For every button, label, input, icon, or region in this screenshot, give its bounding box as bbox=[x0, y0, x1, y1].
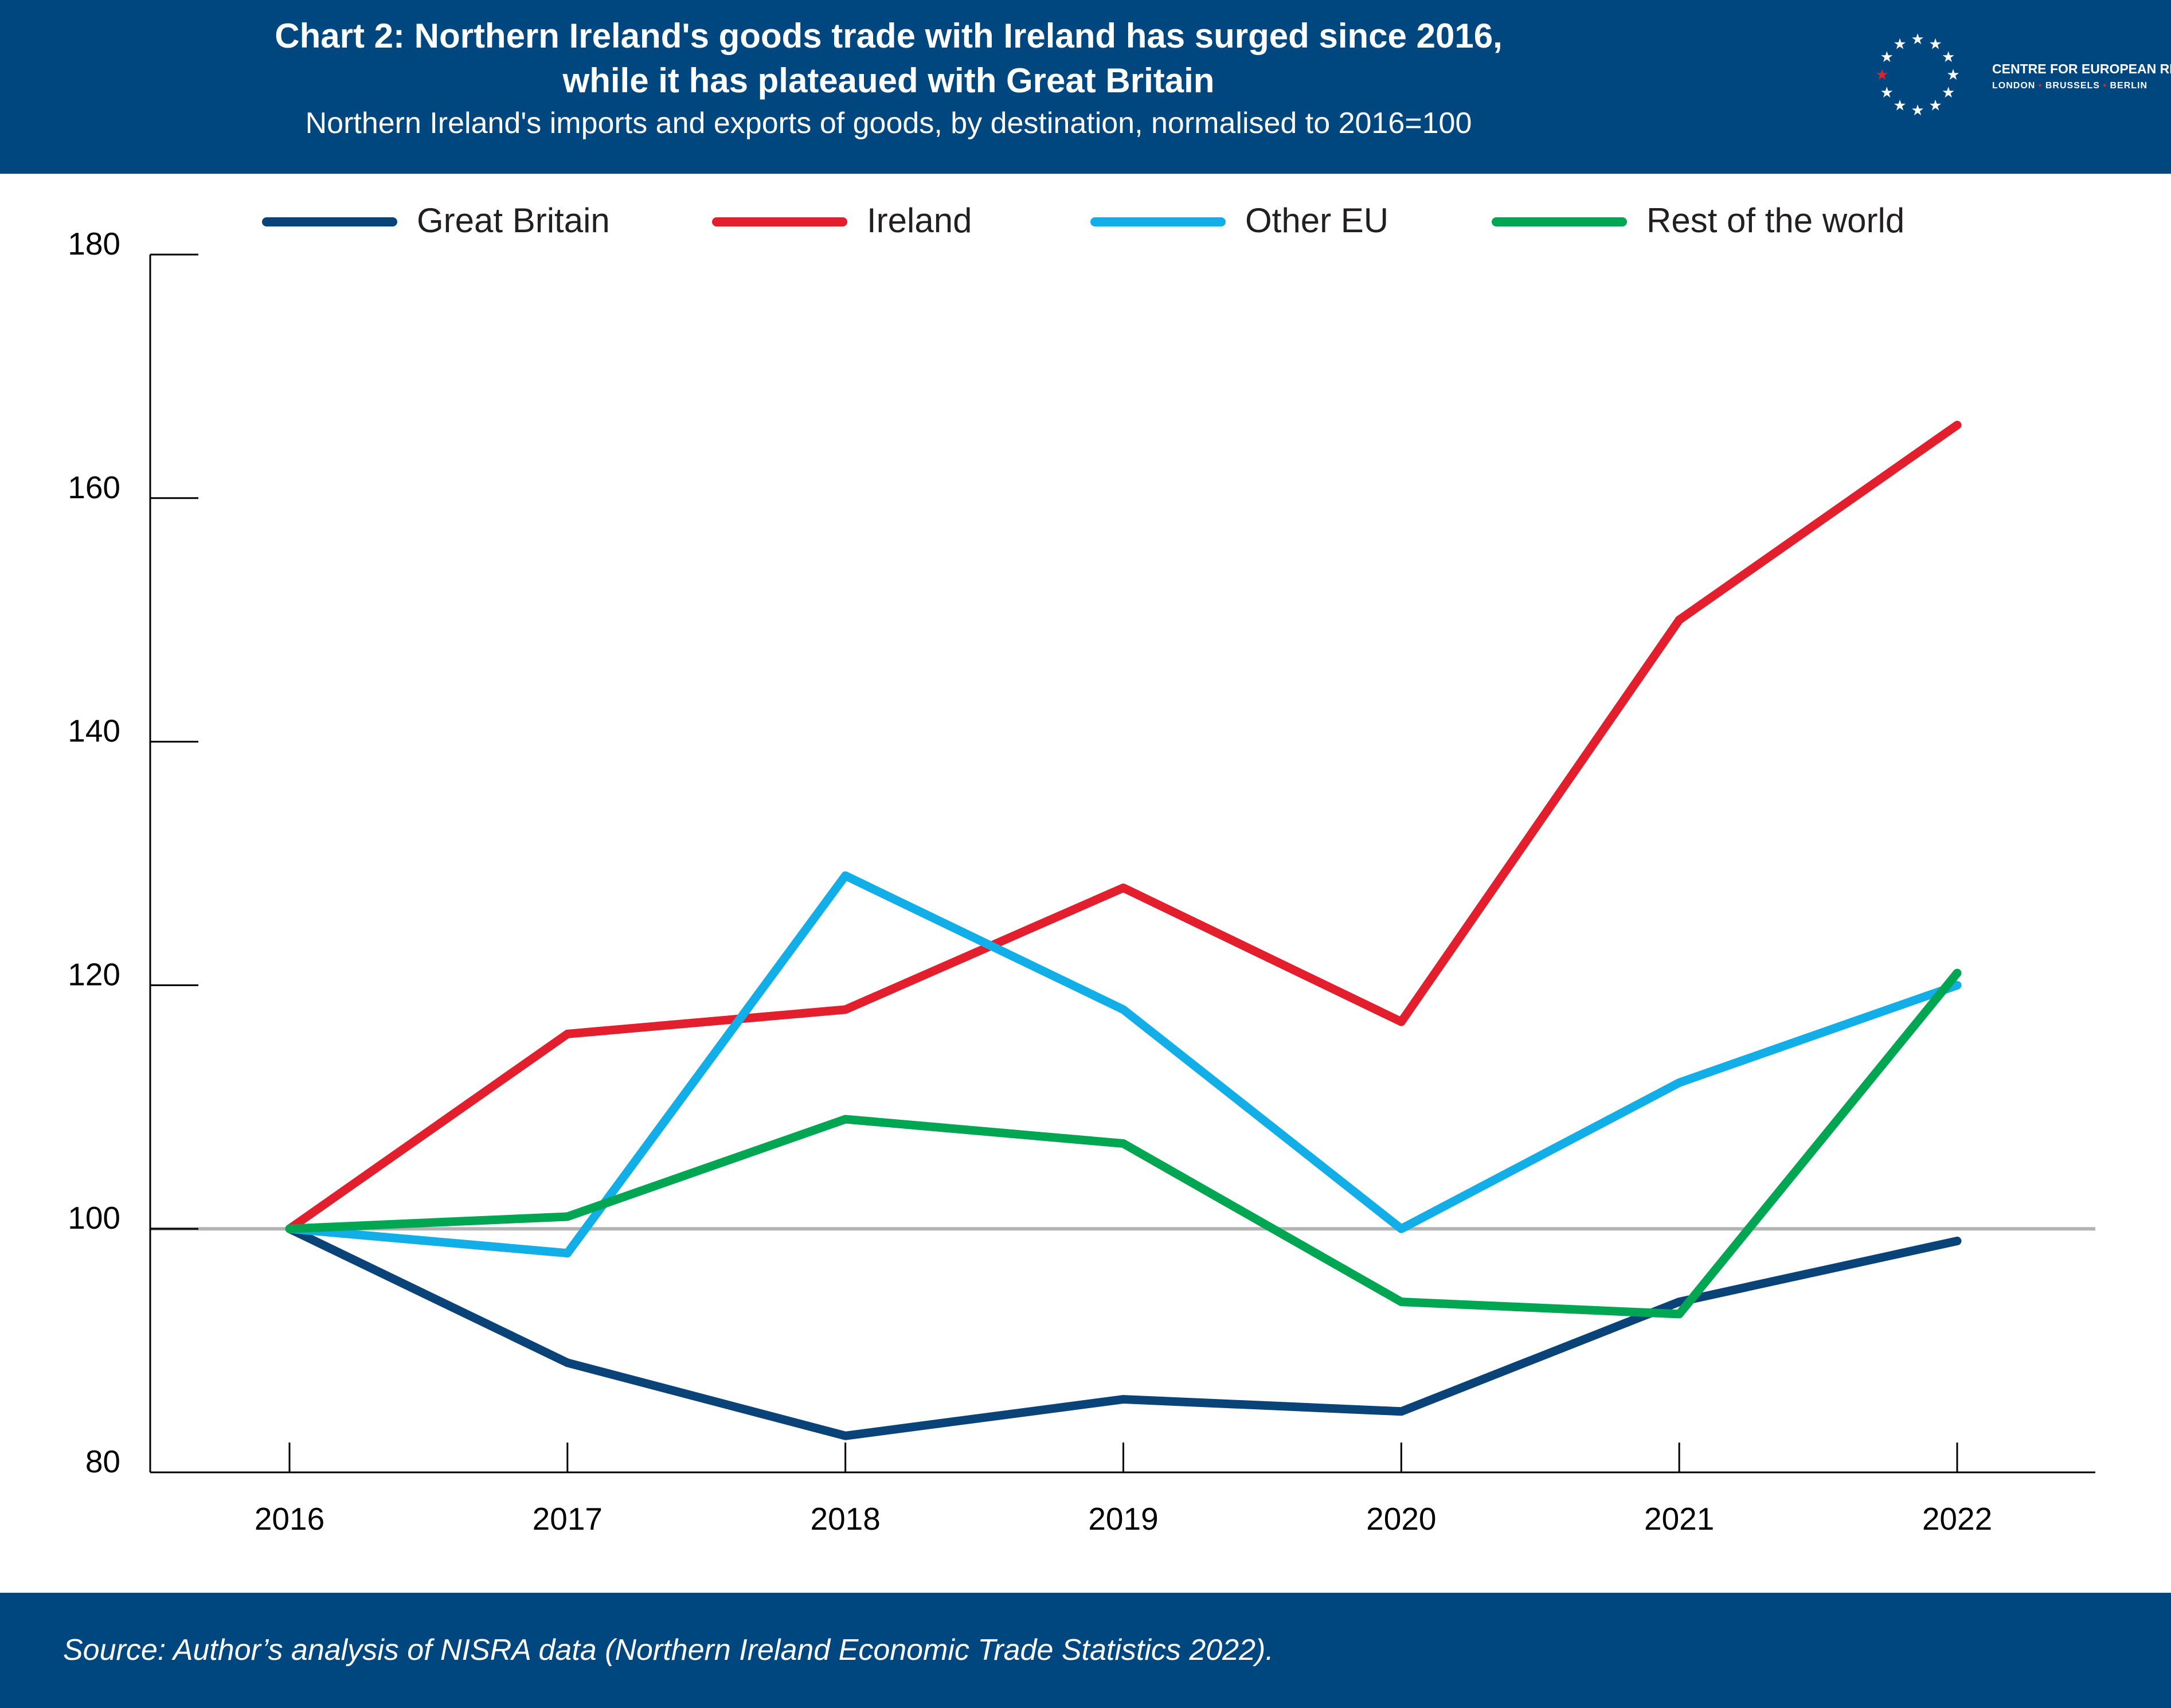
series-group bbox=[285, 420, 1962, 1440]
data-point-other-eu bbox=[1119, 1005, 1128, 1014]
logo-star: ★ bbox=[1946, 67, 1959, 84]
y-tick-label: 140 bbox=[68, 713, 120, 749]
logo-star: ★ bbox=[1893, 36, 1906, 53]
logo-star: ★ bbox=[1880, 49, 1894, 66]
x-tick-label: 2017 bbox=[533, 1501, 603, 1537]
y-tick-label: 80 bbox=[85, 1444, 120, 1479]
legend-label: Other EU bbox=[1245, 201, 1388, 240]
x-tick-label: 2022 bbox=[1922, 1501, 1992, 1537]
data-point-rest-of-the-world bbox=[1397, 1297, 1406, 1306]
data-point-great-britain bbox=[1397, 1407, 1406, 1416]
data-point-rest-of-the-world bbox=[841, 1115, 850, 1124]
source-note: Source: Author’s analysis of NISRA data … bbox=[63, 1633, 1274, 1667]
data-point-other-eu bbox=[1675, 1078, 1684, 1087]
logo-star: ★ bbox=[1929, 97, 1942, 115]
data-point-other-eu bbox=[841, 871, 850, 880]
y-tick-label: 100 bbox=[68, 1200, 120, 1236]
logo-cities: LONDON • BRUSSELS • BERLIN bbox=[1992, 81, 2148, 91]
logo-star: ★ bbox=[1911, 102, 1924, 119]
data-point-ireland bbox=[1397, 1018, 1406, 1026]
axes: 80 100 120 140 160 180 2016 2017 2018 2019 2020 202… bbox=[68, 226, 2095, 1537]
logo-star: ★ bbox=[1911, 31, 1924, 48]
logo-star: ★ bbox=[1942, 49, 1955, 66]
data-point-other-eu bbox=[1397, 1225, 1406, 1233]
series-line-great-britain bbox=[285, 1224, 1962, 1440]
chart-footer: Source: Author’s analysis of NISRA data … bbox=[0, 1593, 2171, 1708]
data-point-ireland bbox=[1675, 616, 1684, 624]
y-tick-label: 120 bbox=[68, 956, 120, 992]
data-point-rest-of-the-world bbox=[563, 1212, 572, 1221]
x-tick-label: 2018 bbox=[810, 1501, 880, 1537]
logo-star: ★ bbox=[1893, 97, 1906, 115]
data-point-ireland bbox=[1119, 884, 1128, 892]
logo-city-brussels: BRUSSELS bbox=[2045, 81, 2100, 91]
data-point-other-eu bbox=[1953, 981, 1961, 990]
y-tick-label: 180 bbox=[68, 226, 120, 261]
legend-label: Great Britain bbox=[417, 201, 610, 240]
data-point-ireland bbox=[1953, 421, 1961, 429]
data-point-other-eu bbox=[563, 1249, 572, 1257]
logo-city-berlin: BERLIN bbox=[2110, 81, 2148, 91]
legend-item-rest-of-the-world: Rest of the world bbox=[1492, 201, 1904, 240]
x-tick-label: 2020 bbox=[1366, 1501, 1436, 1537]
legend-label: Rest of the world bbox=[1646, 201, 1904, 240]
x-tick-label: 2019 bbox=[1088, 1501, 1158, 1537]
chart-title-line-2: while it has plateaued with Great Britai… bbox=[562, 61, 1215, 100]
eu-stars-icon: ★★★★★★★★★ ★ ★★ bbox=[1875, 31, 1959, 119]
data-point-ireland bbox=[841, 1005, 850, 1014]
chart-title-line-1: Chart 2: Northern Ireland's goods trade … bbox=[275, 17, 1503, 55]
data-point-great-britain bbox=[1953, 1237, 1961, 1245]
legend: Great Britain Ireland Other EU Rest of the … bbox=[262, 201, 1904, 240]
logo-city-london: LONDON bbox=[1992, 81, 2036, 91]
legend-item-ireland: Ireland bbox=[712, 201, 972, 240]
data-point-great-britain bbox=[1119, 1395, 1128, 1404]
data-point-ireland bbox=[563, 1030, 572, 1038]
series-line-other-eu bbox=[285, 871, 1962, 1258]
x-tick-label: 2021 bbox=[1644, 1501, 1714, 1537]
series-line-ireland bbox=[285, 420, 1962, 1233]
data-point-rest-of-the-world bbox=[1119, 1139, 1128, 1148]
y-tick-label: 160 bbox=[68, 470, 120, 505]
line-chart: Great Britain Ireland Other EU Rest of the … bbox=[68, 201, 2095, 1537]
logo-star: ★ bbox=[1875, 67, 1888, 84]
chart-header: Chart 2: Northern Ireland's goods trade … bbox=[0, 0, 2171, 174]
x-tick-label: 2016 bbox=[255, 1501, 324, 1537]
data-point-rest-of-the-world bbox=[1675, 1310, 1684, 1318]
data-point-great-britain bbox=[1675, 1297, 1684, 1306]
logo-star: ★ bbox=[1880, 84, 1894, 101]
data-point-great-britain bbox=[841, 1432, 850, 1440]
legend-item-other-eu: Other EU bbox=[1090, 201, 1388, 240]
logo-star: ★ bbox=[1929, 36, 1942, 53]
legend-label: Ireland bbox=[867, 201, 972, 240]
data-point-rest-of-the-world bbox=[1953, 969, 1961, 978]
legend-item-great-britain: Great Britain bbox=[262, 201, 610, 240]
data-point-rest-of-the-world bbox=[285, 1225, 294, 1233]
chart-subtitle: Northern Ireland's imports and exports o… bbox=[305, 107, 1472, 140]
data-point-great-britain bbox=[563, 1358, 572, 1367]
logo-name: CENTRE FOR EUROPEAN REFORM bbox=[1992, 61, 2171, 76]
cer-logo: ★★★★★★★★★★★★ CENTRE FOR EUROPEAN REFORM … bbox=[1869, 26, 2171, 123]
logo-star: ★ bbox=[1942, 84, 1955, 101]
